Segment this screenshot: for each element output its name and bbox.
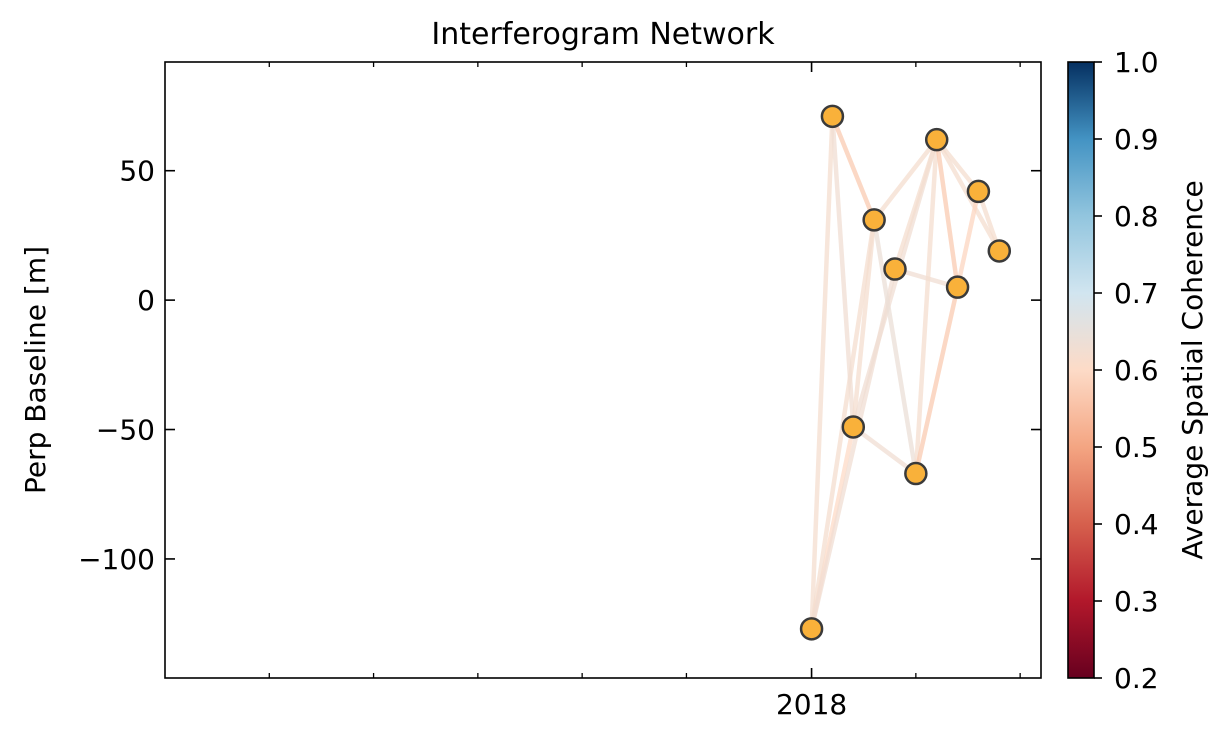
colorbar-tick-label: 0.4 (1114, 508, 1159, 541)
acquisition-node (799, 617, 824, 641)
network-edge (892, 137, 939, 272)
network-edge (830, 114, 856, 430)
chart-title: Interferogram Network (431, 17, 775, 52)
y-tick-label: −50 (96, 414, 155, 447)
y-tick-label: 50 (119, 155, 155, 188)
y-tick-label: 0 (137, 284, 155, 317)
colorbar-tick-label: 0.9 (1114, 123, 1159, 156)
network-nodes (799, 104, 1012, 641)
plot-frame (164, 61, 1042, 679)
colorbar-ticks: 1.0 0.9 0.8 0.7 0.6 0.5 0.4 0.3 0.2 (1094, 46, 1159, 695)
colorbar-label: Average Spatial Coherence (1176, 180, 1209, 559)
acquisition-node (883, 257, 907, 281)
colorbar-tick-label: 1.0 (1114, 46, 1159, 79)
x-tick-label: 2018 (776, 688, 847, 721)
network-edge (871, 137, 939, 223)
y-axis-ticks: 50 0 −50 −100 (78, 155, 1041, 576)
colorbar-tick-label: 0.3 (1114, 585, 1159, 618)
network-edge (955, 189, 981, 290)
colorbar-tick-label: 0.2 (1114, 662, 1159, 695)
acquisition-node (966, 179, 991, 204)
network-edge (851, 424, 919, 476)
acquisition-node (924, 127, 949, 152)
acquisition-node (987, 239, 1012, 263)
network-edge (913, 284, 960, 476)
acquisition-node (841, 415, 866, 439)
acquisition-node (904, 461, 928, 486)
network-edge (934, 137, 960, 290)
acquisition-node (820, 104, 845, 129)
x-axis-ticks: 2018 (268, 62, 1021, 721)
network-edge (851, 217, 877, 430)
colorbar (1068, 62, 1094, 678)
colorbar-tick-label: 0.6 (1114, 354, 1159, 387)
y-tick-label: −100 (78, 543, 155, 576)
colorbar-tick-label: 0.5 (1114, 431, 1159, 464)
network-edge (830, 114, 877, 223)
colorbar-tick-label: 0.7 (1114, 277, 1159, 310)
y-axis-label: Perp Baseline [m] (19, 246, 52, 494)
colorbar-tick-label: 0.8 (1114, 200, 1159, 233)
acquisition-node (862, 208, 886, 232)
network-edge (913, 137, 939, 476)
acquisition-node (945, 275, 970, 299)
network-edge (871, 217, 919, 476)
network-edge (809, 114, 835, 632)
